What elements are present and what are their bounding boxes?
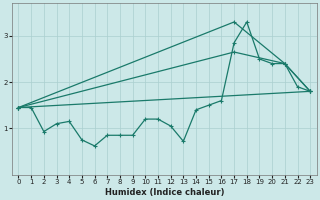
X-axis label: Humidex (Indice chaleur): Humidex (Indice chaleur): [105, 188, 224, 197]
